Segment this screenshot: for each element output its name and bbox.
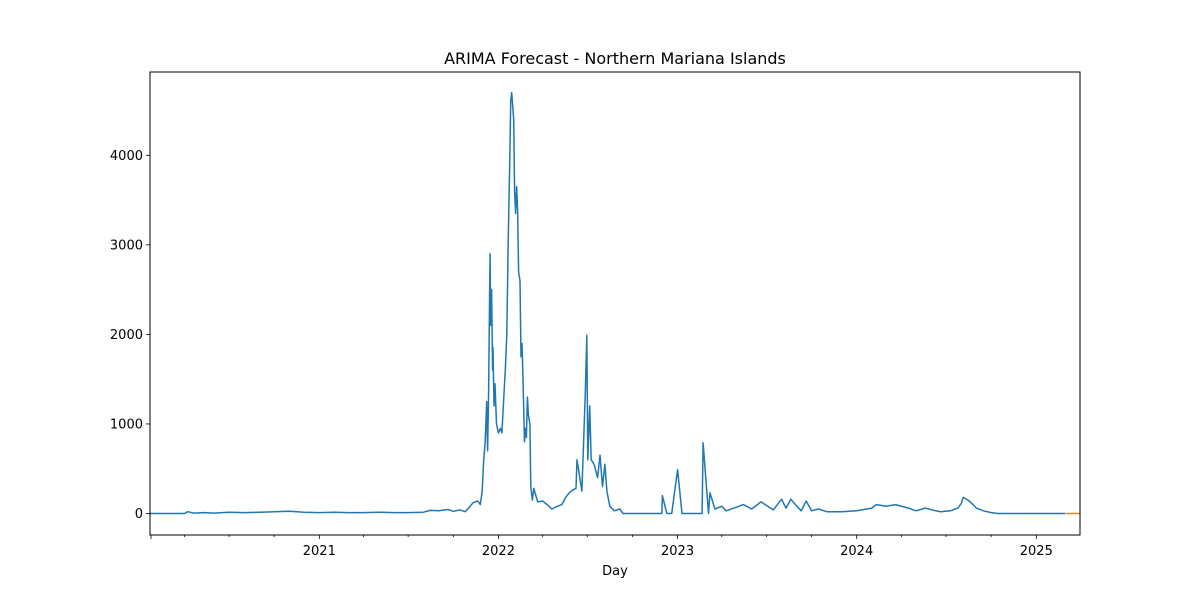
x-tick-label: 2025 [1020,544,1053,559]
x-tick-label: 2023 [661,544,694,559]
actual-series-line [150,91,1066,515]
y-tick-label: 4000 [110,149,143,164]
x-tick-label: 2021 [303,544,336,559]
y-tick-label: 3000 [110,238,143,253]
chart-title: ARIMA Forecast - Northern Mariana Island… [444,49,786,68]
y-tick-label: 0 [135,507,143,522]
x-tick-label: 2024 [840,544,873,559]
x-axis-label: Day [602,564,628,579]
y-tick-label: 1000 [110,417,143,432]
series-layer [150,91,1080,515]
plot-frame [149,71,1081,536]
x-tick-label: 2022 [482,544,515,559]
y-axis: 0 1000 2000 3000 4000 [110,149,150,522]
y-tick-label: 2000 [110,328,143,343]
x-axis: 2021 2022 2023 2024 2025 [150,535,1053,559]
